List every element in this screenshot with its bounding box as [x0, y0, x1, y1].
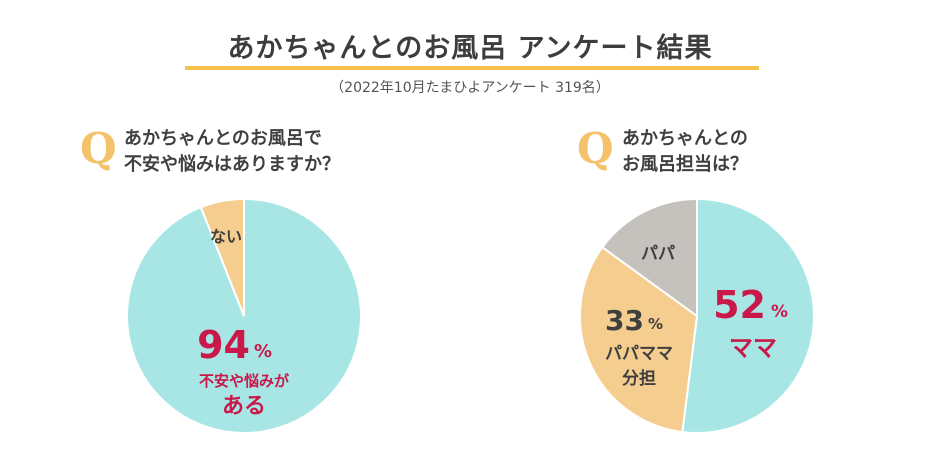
pie2-unit-mama: % — [771, 302, 788, 322]
pie1-label-yes-line1: 不安や悩みが — [199, 372, 290, 390]
question-1-line2: 不安や悩みはありますか？ — [124, 154, 340, 175]
pie1-label-yes-line2: ある — [222, 394, 266, 419]
pie-chart-1: ない 94 % 不安や悩みが ある — [126, 197, 362, 434]
q-mark-1: Q — [80, 124, 117, 173]
pie2-slice-papa — [600, 197, 698, 318]
question-2-line1: あかちゃんとの — [622, 128, 748, 149]
pie2-label-papa: パパ — [641, 244, 675, 264]
q-mark-2: Q — [577, 124, 614, 173]
question-1-line1: あかちゃんとのお風呂で — [124, 128, 322, 149]
pie2-label-papamama-line2: 分担 — [622, 369, 656, 389]
pie1-unit-yes: % — [254, 341, 272, 362]
page-subtitle: （2022年10月たまひよアンケート 319名） — [330, 80, 610, 96]
pie2-unit-papamama: % — [648, 315, 663, 333]
pie1-label-none: ない — [210, 227, 242, 246]
pie2-label-mama: ママ — [729, 334, 777, 362]
pie2-value-papamama: 33 — [605, 304, 644, 337]
question-2-line2: お風呂担当は？ — [622, 154, 748, 175]
pie-chart-2: パパ 33 % パパママ 分担 52 % ママ — [579, 197, 815, 434]
pie2-slice-mama — [681, 197, 815, 434]
pie2-label-papamama-line1: パパママ — [605, 344, 673, 364]
title-underline — [185, 66, 759, 70]
pie1-value-yes: 94 — [197, 323, 250, 367]
page-title: あかちゃんとのお風呂 アンケート結果 — [227, 33, 713, 64]
question-2: あかちゃんとの お風呂担当は？ — [622, 126, 748, 178]
pie1-slice-ない — [199, 197, 245, 317]
pie2-value-mama: 52 — [713, 283, 766, 327]
pie2-slice-papamama — [579, 245, 699, 434]
question-1: あかちゃんとのお風呂で 不安や悩みはありますか？ — [124, 126, 340, 178]
